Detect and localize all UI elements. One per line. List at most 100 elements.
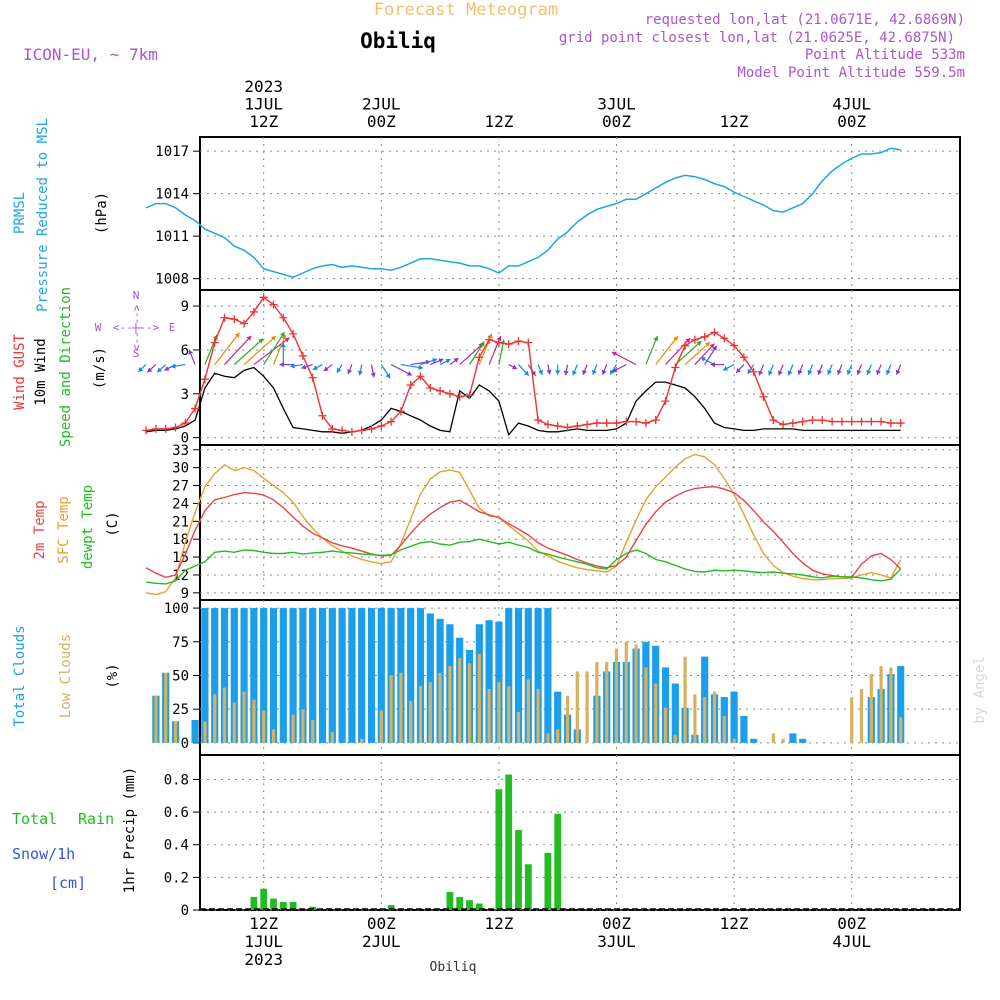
- precip-ytick-label: 0.4: [164, 838, 189, 854]
- model-name: ICON-EU, ~ 7km: [23, 45, 158, 64]
- wind-gust-marker: [534, 416, 543, 425]
- clouds-label-low: Low Clouds: [58, 634, 74, 718]
- wind-gust-marker: [671, 363, 680, 372]
- point-altitude: Point Altitude 533m: [805, 47, 965, 63]
- wind-gust-marker: [896, 419, 905, 428]
- wind-arrowhead: [258, 338, 264, 344]
- rain-bar: [387, 905, 395, 910]
- total-cloud-bar: [358, 608, 366, 743]
- rain-bar: [515, 830, 522, 910]
- precip-ytick-label: 0.8: [164, 772, 189, 788]
- station-name: Obiliq: [360, 29, 436, 53]
- wind-arrowhead: [290, 363, 295, 369]
- wind-arrowhead: [758, 370, 764, 376]
- wind-arrowhead: [611, 351, 617, 357]
- wind-gust-marker: [553, 421, 562, 430]
- wind-gust-marker: [426, 383, 435, 392]
- wind-arrowhead: [496, 336, 502, 342]
- temp-ytick-label: 33: [172, 443, 189, 459]
- total-cloud-bar: [318, 608, 327, 743]
- wind-panel: 0 3 6 9: [137, 289, 961, 447]
- low-cloud-bar: [252, 699, 256, 743]
- rain-bar: [505, 774, 513, 910]
- wind-arrow: [674, 340, 702, 366]
- wind-gust-marker: [328, 424, 337, 433]
- total-cloud-bar: [220, 608, 229, 743]
- temp-ytick-label: 9: [181, 586, 189, 602]
- compass-east: E: [169, 321, 176, 334]
- total-cloud-bar: [367, 608, 376, 743]
- rain-bar: [466, 900, 473, 910]
- wind-arrowhead: [866, 369, 872, 375]
- total-cloud-bar: [671, 683, 679, 743]
- wind-arrowhead: [817, 369, 823, 375]
- low-cloud-bar: [703, 697, 707, 743]
- compass-rose: N S W E <--|--> <--|-->: [95, 289, 176, 360]
- wind-arrowhead: [385, 373, 391, 379]
- compass-north: N: [133, 289, 140, 302]
- wind-gust-marker: [788, 419, 797, 428]
- low-cloud-bar: [556, 729, 560, 743]
- rain-bar: [289, 901, 297, 910]
- wind-gust-marker: [240, 319, 249, 328]
- wind-arrowhead: [712, 345, 717, 351]
- wind-gust-marker: [308, 373, 317, 382]
- precip-ytick-label: 0.6: [164, 805, 189, 821]
- total-cloud-bar: [328, 608, 336, 743]
- grid-point-location: grid point closest lon,lat (21.0625E, 42…: [559, 30, 955, 46]
- pressure-panel-labels: PRMSL Pressure Reduced to MSL (hPa): [12, 118, 110, 312]
- wind-arrowhead: [546, 369, 552, 375]
- clouds-ytick-label: 100: [164, 601, 189, 617]
- low-cloud-bar: [389, 675, 393, 743]
- wind-gust-marker: [161, 424, 170, 433]
- temp-label-2m: 2m Temp: [32, 500, 48, 559]
- top-time-label: 2023: [244, 77, 283, 96]
- wind-arrowhead: [837, 369, 842, 375]
- total-cloud-bar: [260, 608, 268, 743]
- low-cloud-bar: [360, 738, 364, 743]
- total-cloud-bar: [740, 715, 748, 743]
- wind-gust-marker: [436, 386, 445, 395]
- low-cloud-bar: [497, 682, 501, 743]
- temp-2m-line: [145, 485, 902, 579]
- low-cloud-bar: [654, 683, 658, 743]
- wind-arrowhead: [323, 366, 329, 372]
- wind-gust-marker: [357, 426, 366, 435]
- wind-gust-marker: [289, 329, 298, 338]
- wind-arrowhead: [312, 365, 318, 370]
- wind-gust-marker: [837, 417, 846, 426]
- wind-gust-marker: [690, 335, 699, 344]
- wind-gust-marker: [494, 338, 503, 347]
- total-cloud-bar: [211, 608, 219, 743]
- wind-gust-marker: [514, 337, 523, 346]
- bottom-time-label: 2JUL: [362, 932, 401, 951]
- wind-gust-marker: [377, 421, 386, 430]
- rain-bar: [446, 892, 454, 910]
- low-cloud-bar: [232, 702, 236, 743]
- wind-gust-marker: [445, 389, 454, 398]
- precip-frame: [199, 754, 961, 911]
- wind-gust-marker: [367, 424, 376, 433]
- wind-gust-marker: [142, 426, 151, 435]
- low-cloud-bar: [428, 682, 432, 743]
- wind-gust-marker: [220, 313, 229, 322]
- wind-gust-marker: [700, 332, 709, 341]
- wind-panel-labels: Wind GUST 10m Wind Speed and Direction (…: [12, 287, 175, 447]
- low-cloud-bar: [330, 732, 334, 743]
- wind-arrowhead: [246, 335, 252, 341]
- low-cloud-bar: [732, 738, 736, 743]
- precip-label-rain: Rain: [78, 810, 114, 828]
- temp-panel-labels: 2m Temp SFC Temp dewpt Temp (C): [32, 485, 121, 569]
- pressure-ytick-label: 1011: [155, 229, 189, 245]
- wind-arrowhead: [538, 369, 543, 375]
- panels-layer: 1008101110141017036991215182124273033025…: [137, 136, 961, 919]
- wind-arrowhead: [138, 366, 144, 372]
- wind-arrow: [655, 335, 679, 365]
- wind-arrowhead: [445, 358, 451, 364]
- wind-arrowhead: [188, 349, 194, 355]
- total-cloud-bar: [485, 620, 493, 743]
- total-cloud-bar: [505, 608, 513, 743]
